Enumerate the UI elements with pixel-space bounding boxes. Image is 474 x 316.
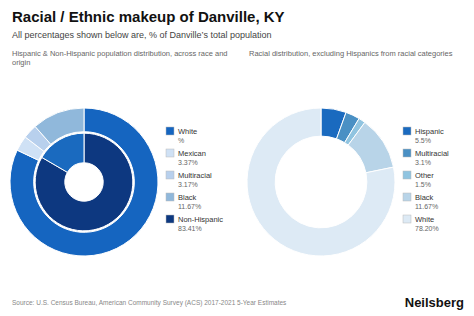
legend-label: Non-Hispanic xyxy=(178,215,223,224)
donut-slice xyxy=(42,133,84,172)
legend-label: Hispanic xyxy=(415,127,444,136)
legend: Hispanic5.5% Multiracial3.1% Other1.5% Blac… xyxy=(403,127,449,232)
value-label: 78.20% xyxy=(415,225,439,232)
donut-chart: Racial distribution, excluding Hispanics… xyxy=(247,49,453,256)
legend-swatch xyxy=(403,193,411,201)
source: Source: U.S. Census Bureau, American Com… xyxy=(12,299,287,307)
value-label: 3.1% xyxy=(415,159,431,166)
legend-swatch xyxy=(403,171,411,179)
chart: Racial / Ethnic makeup of Danville, KY Al… xyxy=(0,0,474,316)
legend-label: Mexican xyxy=(178,149,206,158)
value-label: 11.67% xyxy=(415,203,438,210)
value-label: 3.17% xyxy=(178,181,198,188)
legend-swatch xyxy=(403,215,411,223)
donut-chart: Hispanic & Non-Hispanic population distr… xyxy=(10,49,228,256)
legend-swatch xyxy=(403,127,411,135)
value-label: 11.67% xyxy=(178,203,201,210)
value-label: % xyxy=(178,137,184,144)
legend-swatch xyxy=(166,215,174,223)
value-label: 5.5% xyxy=(415,137,431,144)
legend: White% Mexican3.37% Multiracial3.17% Black1… xyxy=(166,127,223,232)
legend-label: Multiracial xyxy=(415,149,449,158)
legend-label: Multiracial xyxy=(178,171,212,180)
legend-swatch xyxy=(166,193,174,201)
legend-swatch xyxy=(166,171,174,179)
donut-slice xyxy=(10,108,158,256)
brand: Neilsberg xyxy=(405,295,464,310)
value-label: 83.41% xyxy=(178,225,202,232)
value-label: 3.37% xyxy=(178,159,198,166)
legend-swatch xyxy=(166,127,174,135)
subtitle: All percentages shown below are, % of Da… xyxy=(12,30,272,40)
donut-slice xyxy=(35,133,133,231)
title: Racial / Ethnic makeup of Danville, KY xyxy=(12,8,285,25)
chart-title: Hispanic & Non-Hispanic population distr… xyxy=(12,49,228,67)
value-label: 1.5% xyxy=(415,181,431,188)
legend-label: White xyxy=(178,127,197,136)
donut-slice xyxy=(348,122,393,172)
legend-swatch xyxy=(166,149,174,157)
legend-label: White xyxy=(415,215,434,224)
legend-label: Other xyxy=(415,171,434,180)
legend-label: Black xyxy=(415,193,434,202)
legend-swatch xyxy=(403,149,411,157)
chart-title: Racial distribution, excluding Hispanics… xyxy=(249,49,453,58)
legend-label: Black xyxy=(178,193,197,202)
donut-slice xyxy=(247,108,395,256)
